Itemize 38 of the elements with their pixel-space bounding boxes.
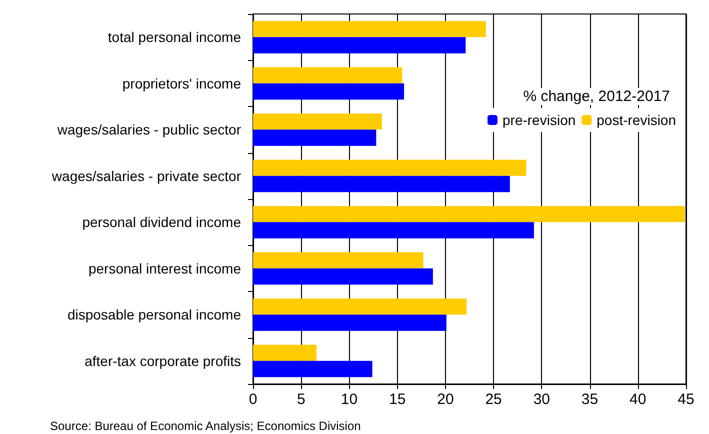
bar xyxy=(253,37,466,54)
x-tick-label: 40 xyxy=(630,391,646,408)
y-tick-label: after-tax corporate profits xyxy=(84,352,241,369)
bar xyxy=(253,222,534,238)
source-note: Source: Bureau of Economic Analysis; Economics Division xyxy=(50,419,361,433)
bar xyxy=(253,130,376,146)
legend-label: pre-revision xyxy=(502,112,576,128)
bar xyxy=(253,20,486,38)
x-tick-label: 45 xyxy=(678,391,694,408)
bar xyxy=(253,160,526,176)
x-tick-label: 30 xyxy=(533,391,550,408)
bar xyxy=(253,67,402,84)
y-tick-label: wages/salaries - private sector xyxy=(50,168,242,184)
bar xyxy=(253,298,467,315)
bar xyxy=(253,314,446,331)
bar xyxy=(253,268,433,285)
bar xyxy=(253,83,404,100)
bar xyxy=(253,176,510,192)
x-tick-label: 0 xyxy=(248,391,258,408)
y-tick-label: personal interest income xyxy=(88,260,242,276)
y-tick-label: disposable personal income xyxy=(67,306,242,323)
x-tick-label: 35 xyxy=(581,391,598,408)
x-tick-label: 15 xyxy=(388,391,406,408)
bar xyxy=(253,344,317,361)
y-tick-label: total personal income xyxy=(108,29,242,46)
bar xyxy=(253,360,372,378)
y-tick-label: wages/salaries - public sector xyxy=(56,122,242,138)
legend-title: % change, 2012-2017 xyxy=(523,88,670,105)
bar xyxy=(253,113,382,130)
x-tick-label: 25 xyxy=(485,391,502,408)
y-tick-label: proprietors' income xyxy=(122,75,242,92)
x-tick-label: 20 xyxy=(437,391,454,408)
x-tick-label: 5 xyxy=(296,391,306,408)
legend-label: post-revision xyxy=(596,112,676,128)
y-tick-label: personal dividend income xyxy=(82,214,242,230)
x-tick-label: 10 xyxy=(340,391,358,408)
bar xyxy=(253,252,424,268)
bar xyxy=(253,206,686,222)
